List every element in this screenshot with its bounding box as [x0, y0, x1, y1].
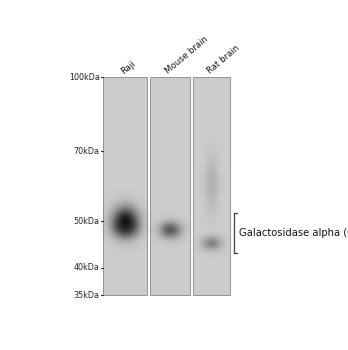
Text: Rat brain: Rat brain — [205, 43, 241, 76]
Text: 35kDa: 35kDa — [73, 291, 100, 300]
Bar — [150, 77, 190, 295]
Text: Galactosidase alpha (GLA): Galactosidase alpha (GLA) — [239, 228, 348, 238]
Text: Mouse brain: Mouse brain — [164, 35, 210, 76]
Text: Raji: Raji — [119, 59, 137, 76]
Text: 100kDa: 100kDa — [69, 72, 100, 82]
Text: 50kDa: 50kDa — [73, 217, 100, 226]
Bar — [193, 77, 230, 295]
Bar — [103, 77, 147, 295]
Text: 40kDa: 40kDa — [74, 263, 100, 272]
Text: 70kDa: 70kDa — [73, 147, 100, 156]
